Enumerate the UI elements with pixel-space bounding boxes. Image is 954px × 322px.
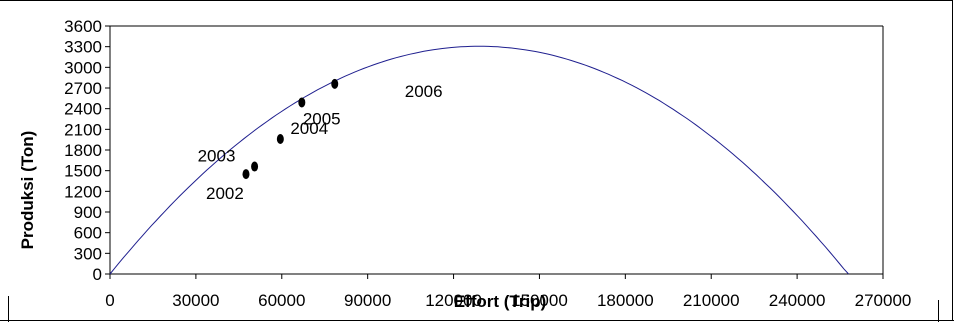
x-tick-label: 90000	[344, 291, 391, 310]
x-tick-label: 30000	[172, 291, 219, 310]
point-2003	[251, 161, 259, 172]
point-2004	[276, 133, 284, 144]
y-tick-label: 900	[74, 203, 102, 222]
point-label: 2005	[303, 109, 341, 128]
y-tick-label: 600	[74, 224, 102, 243]
point-label: 2003	[198, 147, 236, 166]
y-tick-label: 3300	[64, 38, 102, 57]
x-axis-ticks: 0 30000 60000 90000 120000 150000 180000 210000…	[105, 274, 911, 310]
y-tick-label: 0	[93, 265, 102, 284]
y-tick-label: 2100	[64, 120, 102, 139]
frame-edge-bottom	[0, 320, 954, 321]
point-label: 2004	[290, 119, 328, 138]
production-curve	[109, 45, 849, 275]
y-tick-label: 1500	[64, 162, 102, 181]
point-label: 2006	[405, 82, 443, 101]
y-tick-label: 300	[74, 244, 102, 263]
point-2002	[242, 169, 250, 180]
x-tick-label: 60000	[258, 291, 305, 310]
point-2005	[298, 97, 306, 108]
x-tick-label: 180000	[597, 291, 654, 310]
x-tick-label: 150000	[511, 291, 568, 310]
point-2006	[331, 78, 339, 89]
x-tick-label: 270000	[855, 291, 912, 310]
x-tick-label: 210000	[683, 291, 740, 310]
y-tick-label: 2400	[64, 100, 102, 119]
point-label: 2002	[206, 184, 244, 203]
x-tick-label: 0	[105, 291, 114, 310]
frame-edge-right	[938, 300, 939, 322]
x-axis-title: Effort (Trip)	[454, 292, 547, 311]
y-tick-label: 1200	[64, 182, 102, 201]
y-axis-title: Produksi (Ton)	[18, 131, 37, 250]
y-tick-label: 3000	[64, 58, 102, 77]
frame-edge-left	[8, 296, 9, 322]
y-tick-label: 3600	[64, 17, 102, 36]
x-tick-label: 240000	[769, 291, 826, 310]
y-tick-label: 1800	[64, 141, 102, 160]
x-tick-label: 120000	[425, 291, 482, 310]
y-tick-label: 2700	[64, 79, 102, 98]
